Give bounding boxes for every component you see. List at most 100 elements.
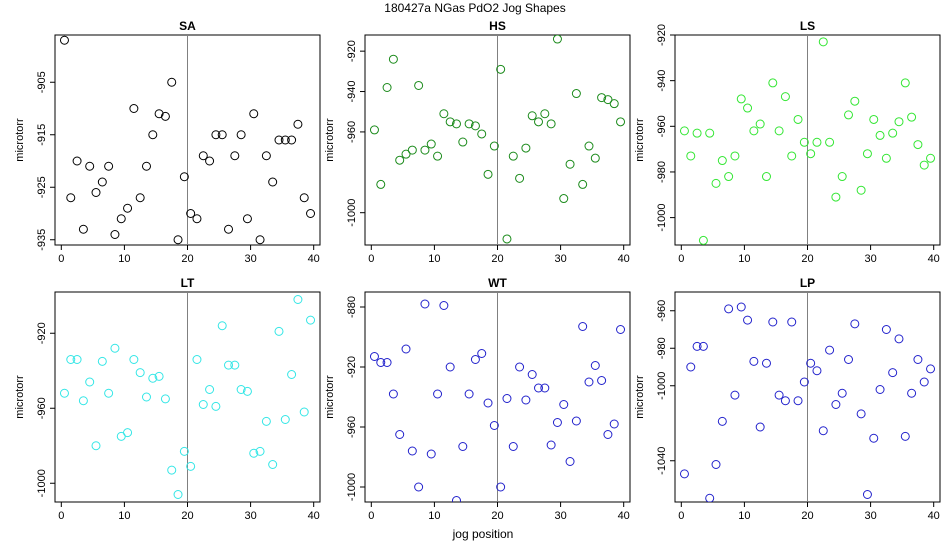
data-point bbox=[401, 344, 411, 354]
data-point bbox=[407, 446, 417, 456]
panel-lt: LT microtorr 0 10 20 30 40 -920 -960 -1000 bbox=[14, 276, 321, 522]
x-tick-label: 40 bbox=[308, 253, 320, 265]
data-point bbox=[919, 160, 929, 170]
x-tick-label: 30 bbox=[554, 510, 566, 522]
data-point bbox=[705, 128, 715, 138]
data-point bbox=[527, 370, 537, 379]
data-point bbox=[597, 93, 607, 103]
data-point bbox=[597, 376, 607, 385]
data-point bbox=[287, 370, 297, 379]
data-point bbox=[451, 119, 461, 129]
data-point bbox=[913, 140, 923, 150]
data-point bbox=[85, 161, 95, 171]
data-point bbox=[85, 377, 95, 387]
data-point bbox=[426, 449, 436, 459]
data-point bbox=[445, 362, 455, 372]
x-tick-label: 30 bbox=[864, 253, 876, 265]
data-point bbox=[293, 295, 303, 304]
data-point bbox=[711, 460, 721, 469]
x-tick-label: 10 bbox=[738, 253, 750, 265]
data-point bbox=[249, 109, 259, 119]
data-point bbox=[850, 319, 860, 329]
data-point bbox=[135, 193, 145, 203]
data-point bbox=[799, 137, 809, 147]
data-point bbox=[818, 426, 828, 436]
data-point bbox=[382, 83, 392, 92]
data-point bbox=[869, 114, 879, 124]
data-point bbox=[458, 137, 468, 147]
data-point bbox=[160, 394, 170, 404]
data-point bbox=[736, 94, 746, 104]
y-axis-label: microtorr bbox=[324, 375, 336, 419]
x-tick-label: 20 bbox=[491, 510, 503, 522]
data-point bbox=[850, 96, 860, 106]
data-point bbox=[104, 388, 114, 398]
data-point bbox=[439, 109, 449, 119]
y-tick-label: -1000 bbox=[36, 469, 48, 497]
data-point bbox=[66, 193, 76, 203]
data-point bbox=[395, 430, 405, 439]
data-point bbox=[717, 416, 727, 426]
data-point bbox=[692, 128, 702, 138]
data-point bbox=[280, 135, 290, 145]
figure-title: 180427a NGas PdO2 Jog Shapes bbox=[384, 1, 565, 15]
x-tick-label: 30 bbox=[244, 253, 256, 265]
data-point bbox=[261, 151, 271, 161]
data-point bbox=[926, 364, 936, 374]
x-tick-label: 10 bbox=[118, 253, 130, 265]
data-point bbox=[521, 143, 531, 153]
x-tick-label: 40 bbox=[928, 253, 940, 265]
x-tick-label: 30 bbox=[244, 510, 256, 522]
data-point bbox=[72, 355, 82, 364]
data-point bbox=[527, 111, 537, 121]
series-points bbox=[679, 302, 936, 502]
data-point bbox=[420, 299, 430, 309]
y-tick-label: -920 bbox=[36, 322, 48, 344]
y-tick-label: -960 bbox=[346, 416, 358, 438]
y-tick-label: -1000 bbox=[346, 473, 358, 501]
data-point bbox=[464, 119, 474, 129]
data-point bbox=[679, 469, 689, 479]
data-point bbox=[483, 398, 493, 408]
data-point bbox=[724, 304, 734, 314]
data-point bbox=[603, 430, 613, 439]
y-tick-label: -920 bbox=[346, 40, 358, 62]
data-point bbox=[609, 419, 619, 429]
x-tick-label: 20 bbox=[181, 253, 193, 265]
data-point bbox=[192, 214, 202, 224]
data-point bbox=[862, 490, 872, 499]
data-point bbox=[395, 155, 405, 165]
data-point bbox=[198, 151, 208, 161]
y-tick-label: -920 bbox=[346, 356, 358, 378]
data-point bbox=[869, 433, 879, 443]
data-point bbox=[211, 130, 221, 140]
data-point bbox=[78, 396, 88, 406]
data-point bbox=[793, 114, 803, 124]
data-point bbox=[534, 383, 544, 393]
data-point bbox=[578, 322, 588, 331]
data-point bbox=[907, 388, 917, 398]
y-tick-label: -940 bbox=[346, 81, 358, 103]
data-point bbox=[515, 173, 525, 183]
y-tick-label: -925 bbox=[36, 176, 48, 198]
data-point bbox=[414, 482, 424, 492]
data-point bbox=[420, 145, 430, 155]
data-point bbox=[900, 431, 910, 441]
data-point bbox=[489, 141, 499, 151]
y-tick-label: -960 bbox=[346, 121, 358, 143]
data-point bbox=[224, 224, 234, 234]
y-tick-label: -935 bbox=[36, 229, 48, 251]
data-point bbox=[186, 209, 196, 218]
data-point bbox=[825, 137, 835, 147]
series-points bbox=[369, 299, 626, 502]
data-point bbox=[129, 355, 139, 364]
data-point bbox=[66, 355, 76, 364]
data-point bbox=[116, 214, 126, 224]
x-tick-label: 0 bbox=[58, 253, 64, 265]
data-point bbox=[293, 119, 303, 129]
data-point bbox=[698, 341, 708, 351]
data-point bbox=[755, 119, 765, 129]
x-tick-label: 0 bbox=[58, 510, 64, 522]
data-point bbox=[369, 125, 379, 135]
data-point bbox=[167, 465, 177, 475]
